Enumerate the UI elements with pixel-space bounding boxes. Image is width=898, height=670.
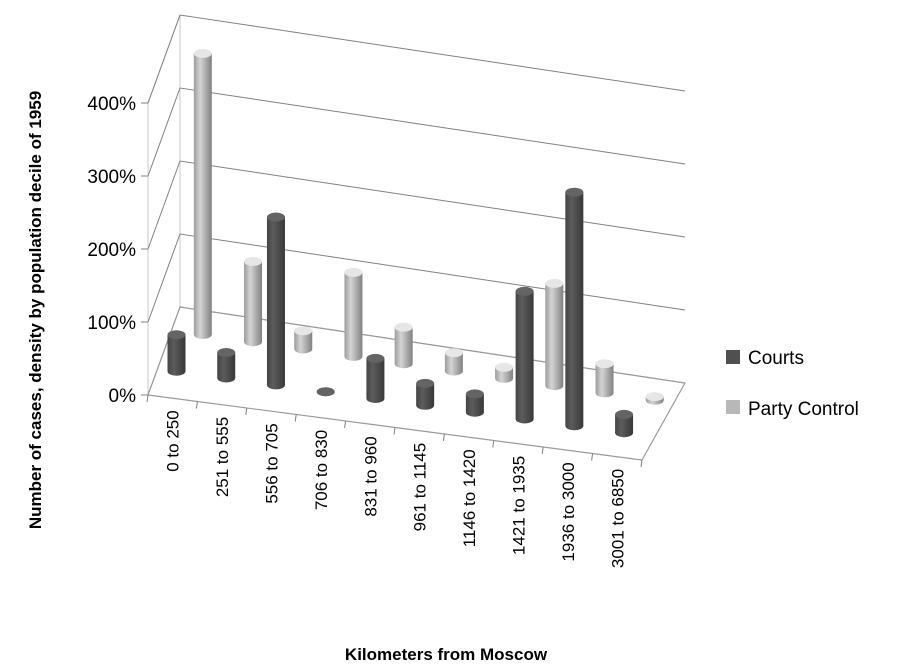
bar-party-control-961-to-1145-top bbox=[444, 348, 463, 358]
bar-courts-831-to-960-body bbox=[366, 358, 385, 403]
x-tick-mark bbox=[294, 414, 297, 422]
x-tick-mark bbox=[640, 459, 643, 468]
y-axis-title: Number of cases, density by population d… bbox=[26, 91, 45, 529]
bar-party-control-251-to-555 bbox=[244, 256, 263, 347]
legend-swatch-courts bbox=[726, 350, 740, 364]
bar-courts-961-to-1145-body bbox=[416, 383, 435, 410]
bar-courts-1146-to-1420 bbox=[465, 389, 484, 417]
x-axis-title: Kilometers from Moscow bbox=[345, 645, 548, 664]
bar-party-control-0-to-250 bbox=[193, 48, 212, 339]
x-tick-mark bbox=[541, 446, 544, 455]
x-tick-label: 1936 to 3000 bbox=[559, 462, 578, 561]
x-tick-mark bbox=[195, 401, 198, 409]
gridline bbox=[147, 87, 686, 177]
gridline bbox=[147, 233, 686, 323]
x-tick-label: 556 to 705 bbox=[263, 423, 282, 503]
x-tick-label: 0 to 250 bbox=[164, 410, 183, 471]
x-tick-mark bbox=[146, 394, 149, 403]
x-tick-mark bbox=[442, 433, 445, 442]
x-tick-mark bbox=[245, 407, 248, 416]
bar-party-control-706-to-830-top bbox=[344, 267, 363, 277]
bar-courts-0-to-250-top bbox=[167, 330, 186, 340]
y-axis-ticks: 0% 100% 200% 300% 400% bbox=[87, 94, 148, 407]
x-tick-label: 831 to 960 bbox=[361, 436, 380, 516]
x-tick-label: 961 to 1145 bbox=[411, 443, 430, 532]
bar-courts-3001-to-6850-body bbox=[615, 414, 634, 438]
bar-courts-1421-to-1935 bbox=[515, 286, 534, 424]
bar-party-control-1146-to-1420-top bbox=[495, 362, 514, 372]
bar-party-control-556-to-705-body bbox=[294, 330, 313, 354]
bar-courts-706-to-830 bbox=[316, 387, 335, 397]
bar-party-control-706-to-830 bbox=[344, 267, 363, 361]
bar-courts-1936-to-3000 bbox=[565, 187, 584, 431]
y-tick-label: 0% bbox=[109, 386, 137, 407]
x-tick-mark bbox=[393, 427, 396, 435]
x-tick-label: 1421 to 1935 bbox=[510, 456, 529, 555]
bar-party-control-1936-to-3000-body bbox=[595, 363, 614, 398]
x-tick-label: 3001 to 6850 bbox=[608, 469, 627, 568]
legend-swatch-party-control bbox=[726, 400, 740, 414]
x-tick-mark bbox=[344, 420, 347, 429]
bar-courts-556-to-705-top bbox=[266, 212, 285, 222]
bar-party-control-1421-to-1935-body bbox=[545, 283, 564, 391]
bar-party-control-251-to-555-top bbox=[244, 256, 263, 266]
bar-courts-556-to-705-body bbox=[266, 217, 285, 390]
bar-courts-1936-to-3000-body bbox=[565, 192, 584, 431]
bar-courts-0-to-250-body bbox=[167, 334, 186, 376]
bar-party-control-831-to-960 bbox=[394, 322, 413, 369]
bar-courts-706-to-830-top bbox=[316, 387, 335, 397]
bar-party-control-831-to-960-body bbox=[394, 327, 413, 369]
y-tick-label: 100% bbox=[87, 313, 136, 334]
legend: Courts Party Control bbox=[726, 348, 859, 420]
y-tick-label: 400% bbox=[87, 94, 136, 115]
bars bbox=[167, 48, 664, 438]
bar-courts-3001-to-6850-top bbox=[615, 409, 634, 419]
x-tick-label: 251 to 555 bbox=[213, 417, 232, 497]
bar-courts-3001-to-6850 bbox=[615, 409, 634, 438]
bar-courts-251-to-555-body bbox=[217, 352, 236, 383]
bar-courts-1146-to-1420-body bbox=[465, 393, 484, 417]
x-tick-mark bbox=[591, 453, 594, 461]
bar-courts-1936-to-3000-top bbox=[565, 187, 584, 197]
bar-party-control-556-to-705-top bbox=[294, 326, 313, 336]
bar-party-control-251-to-555-body bbox=[244, 261, 263, 347]
bar-courts-961-to-1145-top bbox=[416, 378, 435, 388]
bar-party-control-1146-to-1420 bbox=[495, 362, 514, 383]
bar-courts-1146-to-1420-top bbox=[465, 389, 484, 399]
bar-party-control-706-to-830-body bbox=[344, 272, 363, 361]
legend-label-courts: Courts bbox=[748, 348, 804, 369]
bar-courts-251-to-555-top bbox=[217, 348, 236, 357]
bar-party-control-3001-to-6850-top bbox=[645, 392, 664, 402]
bar-party-control-831-to-960-top bbox=[394, 322, 413, 332]
bar-courts-1421-to-1935-body bbox=[515, 291, 534, 424]
bar-party-control-0-to-250-body bbox=[193, 53, 212, 339]
bar-party-control-3001-to-6850 bbox=[645, 392, 664, 405]
gridline bbox=[147, 160, 686, 250]
bar-courts-1421-to-1935-top bbox=[515, 286, 534, 296]
x-tick-label: 1146 to 1420 bbox=[460, 449, 479, 547]
x-tick-label: 706 to 830 bbox=[312, 430, 331, 510]
gridline bbox=[147, 14, 686, 104]
bar-party-control-961-to-1145 bbox=[444, 348, 463, 376]
bar-party-control-1936-to-3000 bbox=[595, 359, 614, 398]
bar-party-control-1421-to-1935-top bbox=[545, 278, 564, 288]
x-tick-mark bbox=[492, 440, 495, 448]
bar-courts-556-to-705 bbox=[266, 212, 285, 390]
y-tick-label: 300% bbox=[87, 167, 136, 188]
bar-party-control-1936-to-3000-top bbox=[595, 359, 614, 369]
bar-party-control-556-to-705 bbox=[294, 326, 313, 354]
bar-courts-961-to-1145 bbox=[416, 378, 435, 410]
bar-party-control-1421-to-1935 bbox=[545, 278, 564, 391]
bar-courts-251-to-555 bbox=[217, 348, 236, 383]
bar-courts-0-to-250 bbox=[167, 330, 186, 376]
bar-party-control-0-to-250-top bbox=[193, 48, 212, 58]
bar-courts-831-to-960 bbox=[366, 353, 385, 403]
y-tick-label: 200% bbox=[87, 240, 136, 261]
legend-label-party-control: Party Control bbox=[748, 399, 859, 420]
bar-party-control-961-to-1145-body bbox=[444, 352, 463, 376]
bar-courts-831-to-960-top bbox=[366, 353, 385, 363]
x-axis-ticks: 0 to 250 251 to 555 556 to 705 706 to 830 83… bbox=[146, 394, 643, 568]
